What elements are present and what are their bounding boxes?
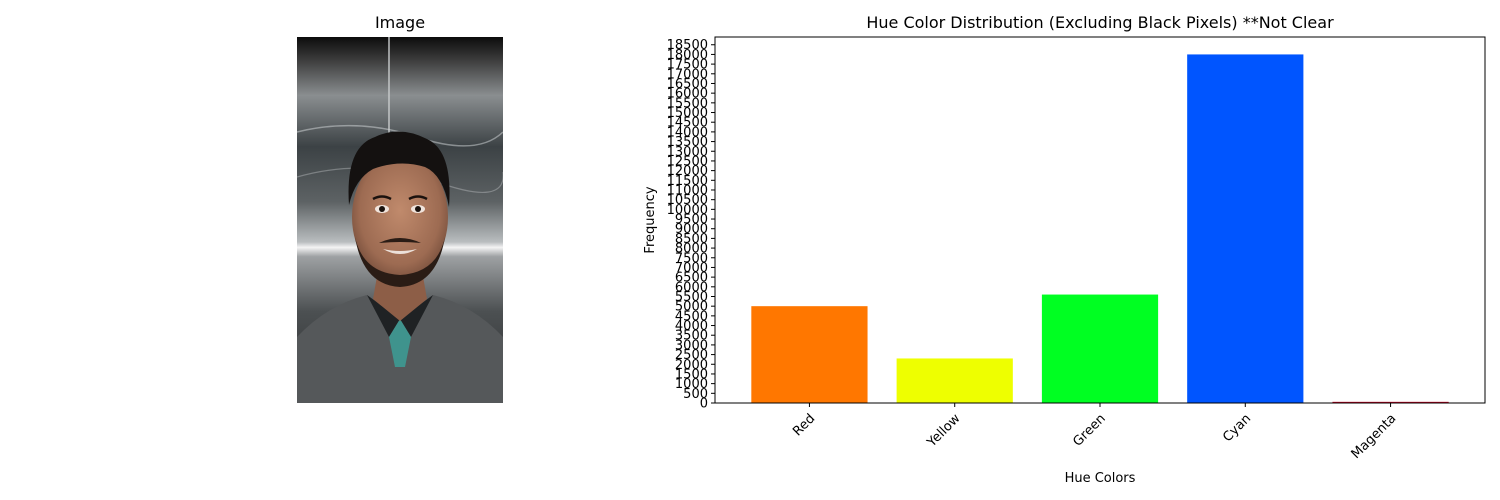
y-tick-label: 6000 [675,280,708,295]
y-tick-label: 17000 [667,67,708,82]
y-tick-label: 1500 [675,367,708,382]
x-tick-label-green: Green [1070,411,1108,449]
x-tick-label-magenta: Magenta [1349,411,1400,462]
bars [751,54,1449,404]
y-tick-label: 18500 [667,38,708,53]
bar-green [1041,294,1159,403]
x-tick-label-cyan: Cyan [1220,411,1254,445]
x-tick-label-yellow: Yellow [924,411,964,451]
y-tick-label: 9000 [675,222,708,237]
x-axis-label: Hue Colors [1065,471,1136,486]
y-tick-label: 3000 [675,338,708,353]
y-tick-label: 8000 [675,242,708,257]
y-tick-label: 17500 [667,58,708,73]
image-title: Image [374,13,426,32]
y-tick-label: 8500 [675,232,708,247]
y-tick-label: 0 [700,397,708,412]
y-axis-ticks: 0500100015002000250030003500400045005000… [667,38,715,412]
bar-red [751,306,868,403]
bar-cyan [1187,54,1304,404]
y-tick-label: 500 [683,387,708,402]
y-tick-label: 5000 [675,300,708,315]
y-tick-label: 7000 [675,261,708,276]
y-tick-label: 9500 [675,213,708,228]
y-tick-label: 13000 [667,145,708,160]
y-tick-label: 16000 [667,87,708,102]
x-axis-ticks: Red Yellow Green Cyan Magenta [790,403,1399,462]
y-tick-label: 15500 [667,96,708,111]
bar-magenta [1332,401,1449,403]
y-tick-label: 7500 [675,251,708,266]
chart-title: Hue Color Distribution (Excluding Black … [866,13,1334,32]
y-tick-label: 14000 [667,125,708,140]
y-tick-label: 15000 [667,106,708,121]
y-tick-label: 12500 [667,154,708,169]
y-tick-label: 4500 [675,309,708,324]
plot-frame [714,36,1486,404]
y-tick-label: 11500 [667,174,708,189]
y-tick-label: 10500 [667,193,708,208]
y-tick-label: 3500 [675,329,708,344]
y-tick-label: 18000 [667,48,708,63]
y-tick-label: 4000 [675,319,708,334]
y-tick-label: 5500 [675,290,708,305]
y-axis-label: Frequency [643,186,658,253]
portrait-illustration [297,37,503,403]
y-tick-label: 2500 [675,348,708,363]
bar-yellow [896,358,1013,403]
y-tick-label: 13500 [667,135,708,150]
y-tick-label: 11000 [667,183,708,198]
y-tick-label: 12000 [667,164,708,179]
y-tick-label: 2000 [675,358,708,373]
y-tick-label: 10000 [667,203,708,218]
y-tick-label: 1000 [675,377,708,392]
x-tick-label-red: Red [790,411,818,439]
portrait-photo [297,37,503,403]
y-tick-label: 16500 [667,77,708,92]
y-tick-label: 6500 [675,271,708,286]
y-tick-label: 14500 [667,116,708,131]
